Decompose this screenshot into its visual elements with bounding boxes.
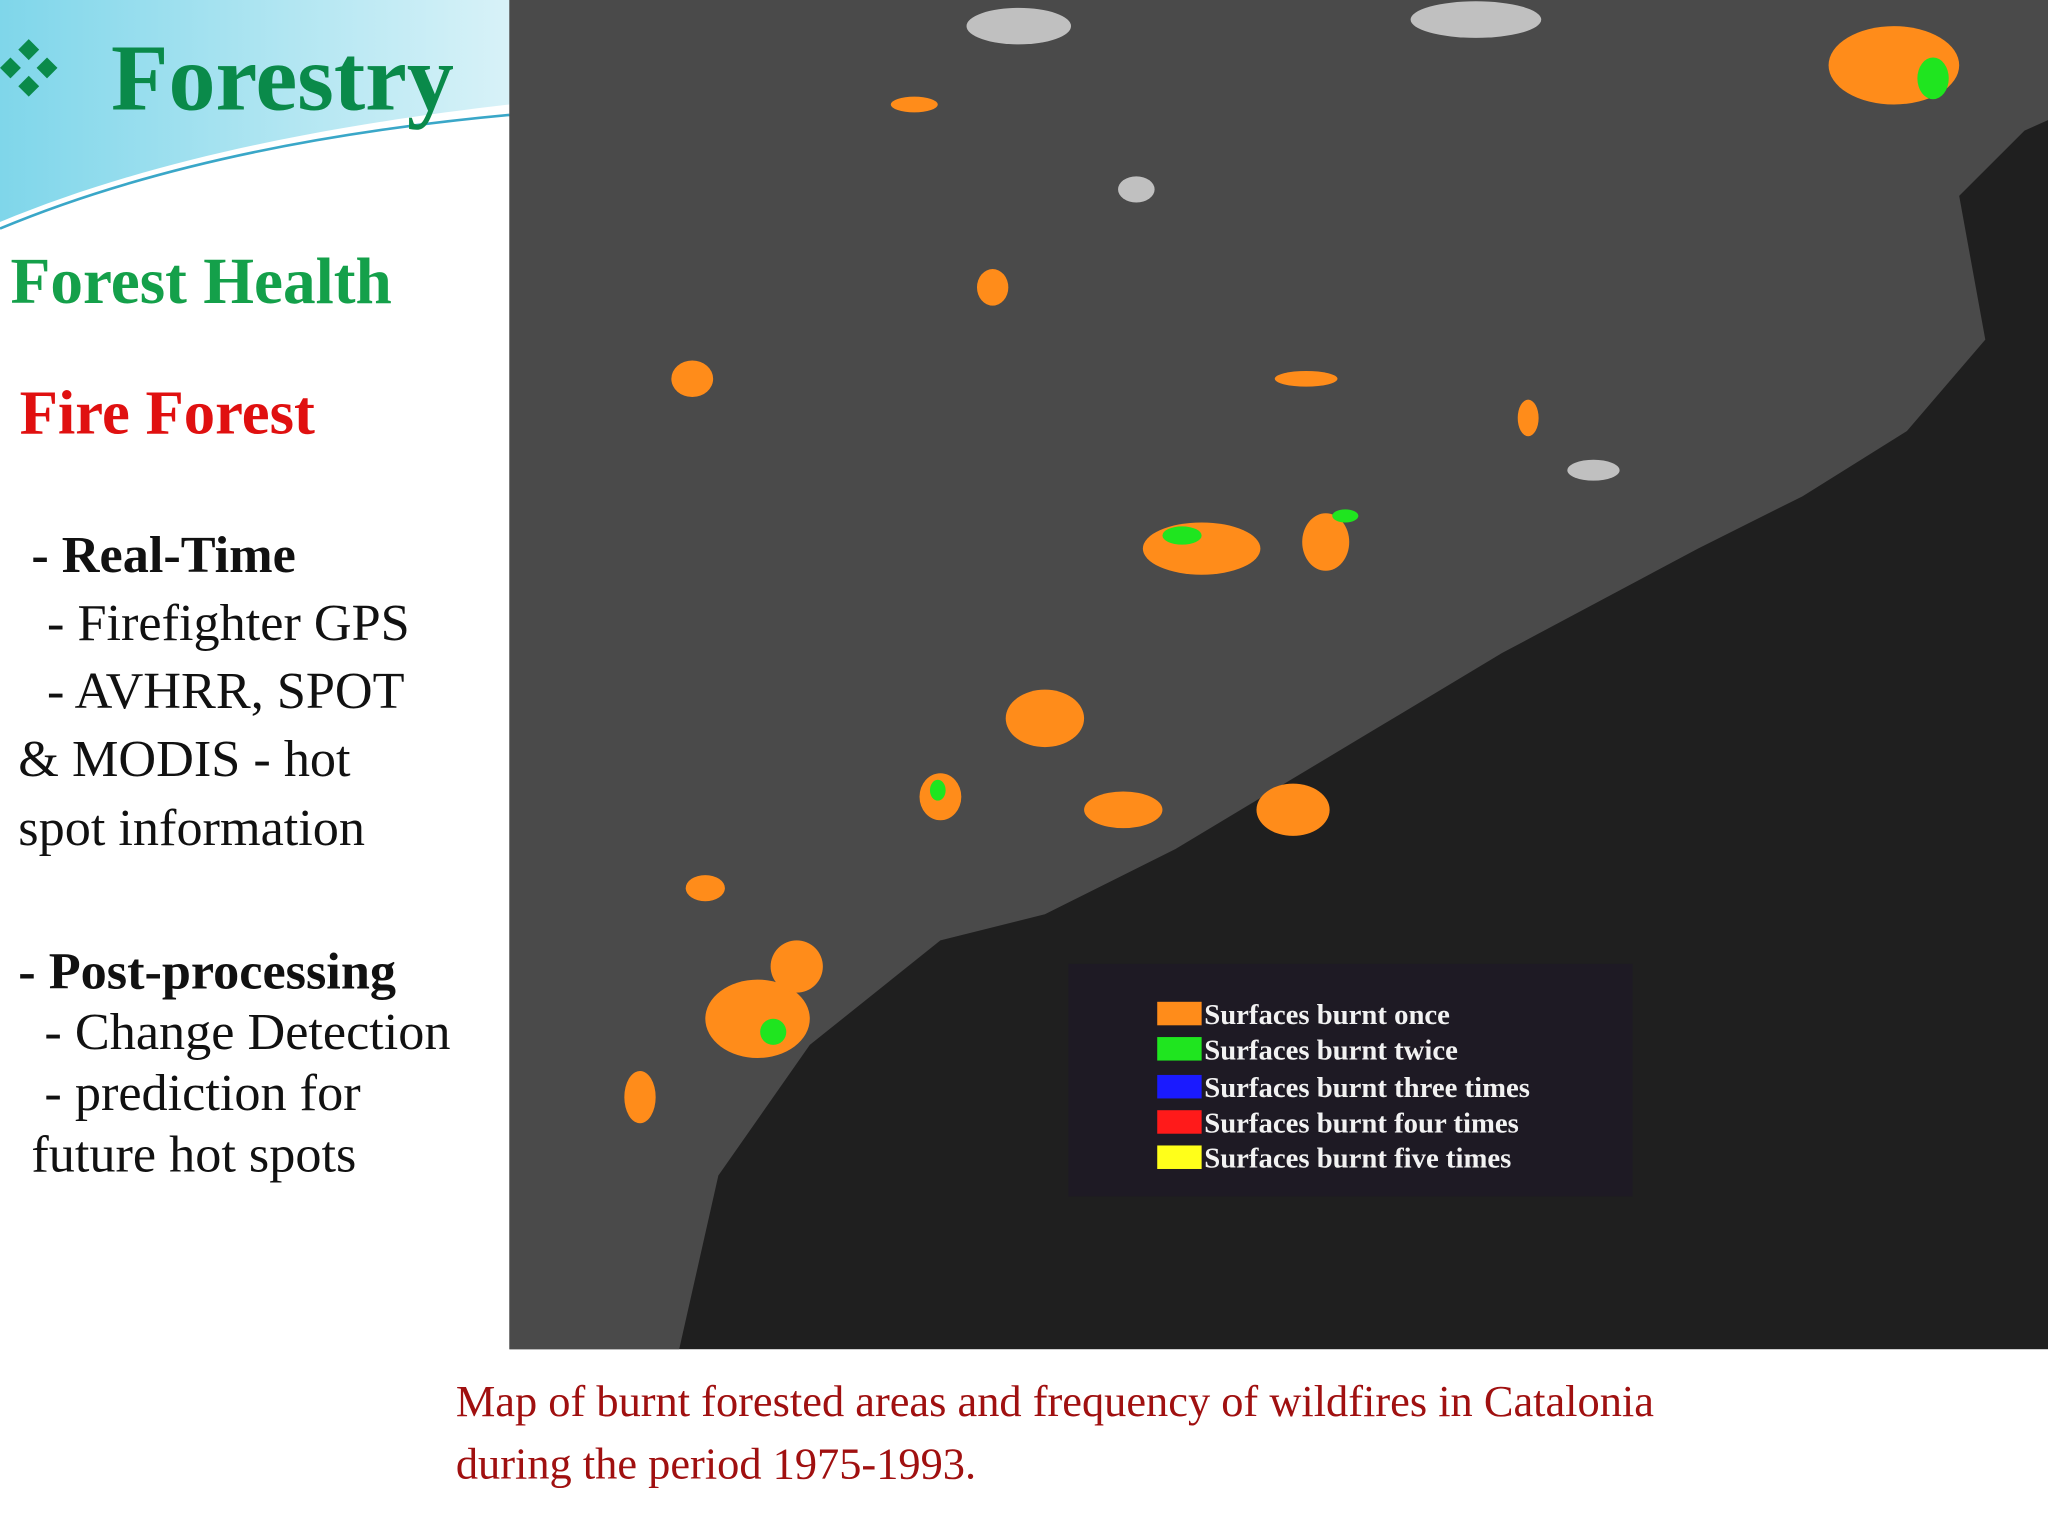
- legend-swatch: [1157, 1145, 1202, 1169]
- section-title: Forest Health: [10, 246, 391, 318]
- map-land: [509, 0, 2048, 1350]
- list-heading: - Post-processing: [18, 943, 396, 1001]
- subsection-title: Fire Forest: [20, 378, 315, 448]
- legend-swatch: [1157, 1037, 1202, 1061]
- legend-swatch: [1157, 1074, 1202, 1099]
- header-wave: [0, 0, 510, 223]
- caption: during the period 1975-1993.: [456, 1439, 976, 1489]
- list-item: future hot spots: [31, 1126, 356, 1184]
- legend-label: Surfaces burnt four times: [1204, 1107, 1519, 1139]
- legend-label: Surfaces burnt twice: [1204, 1034, 1458, 1066]
- list-item: - prediction for: [44, 1064, 360, 1122]
- list-item: - Change Detection: [44, 1003, 450, 1061]
- legend-label: Surfaces burnt once: [1204, 999, 1450, 1031]
- burnt-twice-areas: [760, 57, 1949, 1045]
- slide-title: Forestry: [111, 27, 454, 131]
- list-item: - AVHRR, SPOT: [47, 662, 405, 720]
- header-line: [0, 113, 510, 230]
- list-item: & MODIS - hot: [18, 730, 351, 788]
- clouds: [966, 1, 1620, 481]
- list-item: - Firefighter GPS: [47, 594, 410, 652]
- caption: Map of burnt forested areas and frequenc…: [456, 1376, 1654, 1426]
- list-heading: - Real-Time: [31, 526, 296, 584]
- legend-swatch: [1157, 1001, 1202, 1026]
- text-list: - Real-Time - Firefighter GPS - AVHRR, S…: [18, 526, 450, 1184]
- list-item: spot information: [18, 799, 365, 857]
- legend-label: Surfaces burnt three times: [1204, 1072, 1530, 1104]
- legend-swatch: [1157, 1110, 1202, 1134]
- legend-label: Surfaces burnt five times: [1204, 1143, 1511, 1175]
